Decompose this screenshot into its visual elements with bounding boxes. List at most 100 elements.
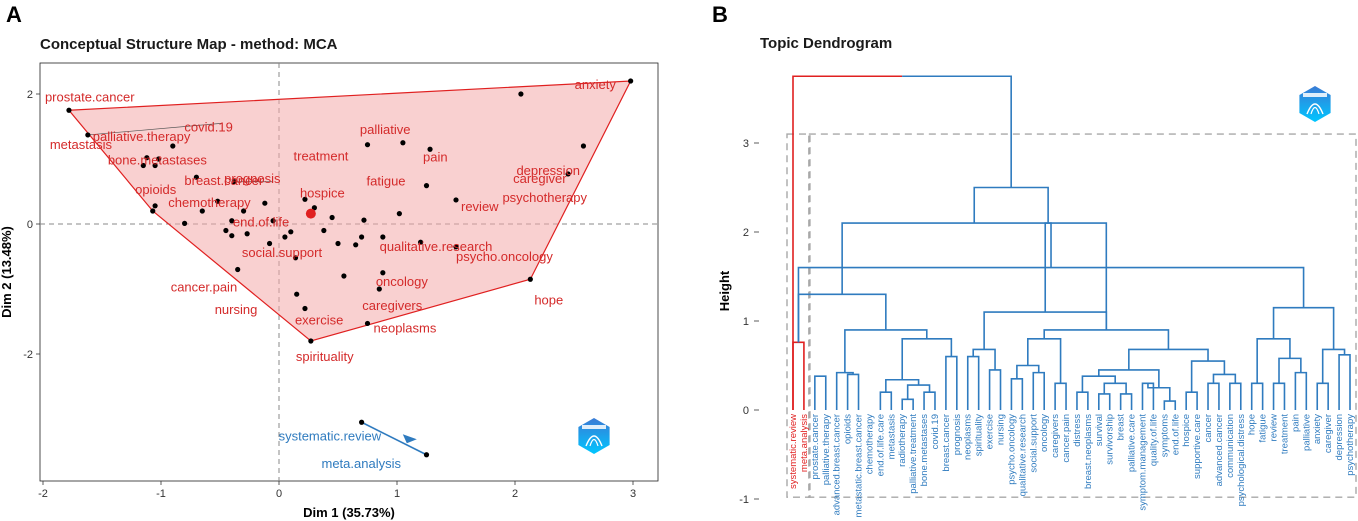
dendrogram-leaf-label: caregivers bbox=[1050, 414, 1061, 458]
cluster-centroid-1 bbox=[305, 208, 316, 219]
mca-label: breast.cancer bbox=[184, 173, 263, 188]
mca-point bbox=[229, 233, 235, 239]
mca-point bbox=[628, 78, 634, 84]
dendrogram-leaf-label: survivorship bbox=[1105, 414, 1116, 465]
dendrogram-link bbox=[1098, 369, 1160, 388]
logo-arc-inner bbox=[589, 438, 599, 447]
mca-point bbox=[294, 291, 300, 297]
mca-x-tick-label: 3 bbox=[630, 488, 636, 500]
mca-label: psychotherapy bbox=[502, 190, 587, 205]
dendrogram-leaf-label: spirituality bbox=[974, 414, 985, 456]
mca-label: review bbox=[461, 199, 499, 214]
dendrogram-leaf-label: palliative.therapy bbox=[821, 414, 832, 486]
mca-label: social.support bbox=[242, 245, 323, 260]
mca-y-tick-label: -2 bbox=[23, 349, 33, 361]
cluster-cut-box bbox=[786, 133, 811, 498]
mca-point bbox=[380, 270, 386, 276]
dendrogram-leaf-label: neoplasms bbox=[963, 414, 974, 460]
dendrogram-link bbox=[1229, 382, 1242, 410]
mca-point bbox=[140, 162, 146, 169]
dendrogram-leaf-label: qualitative.research bbox=[1017, 414, 1028, 496]
dendrogram-link bbox=[901, 398, 914, 410]
dendrogram-link bbox=[1054, 382, 1067, 410]
mca-point bbox=[223, 227, 229, 234]
logo-arc bbox=[585, 435, 603, 447]
dendrogram-leaf-label: supportive.care bbox=[1192, 414, 1203, 479]
dendrogram-link bbox=[835, 371, 854, 410]
dendrogram-leaf-label: systematic.review bbox=[788, 414, 799, 489]
mca-point bbox=[335, 240, 341, 247]
mca-label: meta.analysis bbox=[322, 456, 402, 471]
dendrogram-leaf-label: end.of.life bbox=[1170, 414, 1181, 455]
dendrogram-link bbox=[1119, 393, 1133, 410]
dendrogram-leaf-label: anxiety bbox=[1312, 414, 1323, 444]
dendrogram-link bbox=[844, 329, 928, 373]
mca-plot-area: prostate.cancer palliative.therapycovid.1… bbox=[23, 62, 659, 500]
mca-label: spirituality bbox=[296, 349, 354, 364]
dendrogram-plot-area: -1 0 1 2 3 systematic.review meta.analysis pros… bbox=[739, 75, 1357, 518]
mca-title: Conceptual Structure Map - method: MCA bbox=[40, 36, 338, 53]
mca-point bbox=[400, 140, 406, 146]
mca-label: bone.metastases bbox=[108, 153, 208, 168]
mca-point bbox=[152, 203, 158, 209]
dendrogram-y-axis-title: Height bbox=[717, 270, 732, 311]
mca-label: anxiety bbox=[575, 77, 617, 92]
dendrogram-leaf-label: opioids bbox=[843, 414, 854, 444]
dendrogram-leaf-label: breast.neoplasms bbox=[1083, 414, 1094, 489]
mca-point bbox=[152, 162, 158, 169]
mca-point bbox=[229, 218, 235, 224]
dendrogram-leaf-label: depression bbox=[1334, 414, 1345, 460]
dendrogram-link bbox=[973, 186, 1049, 224]
cluster-hull-1 bbox=[67, 80, 632, 342]
logo-banner bbox=[582, 425, 606, 429]
mca-point bbox=[321, 227, 327, 234]
dendrogram-link bbox=[1256, 337, 1291, 384]
dendrogram-y-tick-label: 2 bbox=[743, 227, 749, 239]
mca-point bbox=[292, 255, 299, 261]
mca-point bbox=[453, 197, 459, 203]
dendrogram-leaf-label: prognosis bbox=[952, 414, 963, 455]
dendrogram-leaf-label: exercise bbox=[985, 414, 996, 449]
dendrogram-leaf-label: survival bbox=[1094, 414, 1105, 446]
dendrogram-leaf-label: metastasis bbox=[886, 414, 897, 460]
logo-banner bbox=[1303, 93, 1327, 97]
dendrogram-leaf-label: communication bbox=[1225, 414, 1236, 478]
mca-point bbox=[270, 218, 276, 224]
dendrogram-link bbox=[1294, 371, 1308, 410]
mca-x-tick-label: 2 bbox=[512, 488, 518, 500]
mca-label: exercise bbox=[295, 313, 343, 328]
dendrogram-leaf-label: advanced.cancer bbox=[1214, 414, 1225, 486]
mca-label: hope bbox=[534, 292, 563, 307]
dendrogram-leaf-label: review bbox=[1269, 414, 1280, 442]
dendrogram-link bbox=[841, 222, 1108, 330]
dendrogram-link bbox=[1278, 357, 1302, 384]
logo-arc-inner bbox=[1310, 106, 1320, 115]
dendrogram-link bbox=[983, 311, 1108, 350]
mca-point bbox=[235, 266, 241, 273]
mca-point bbox=[150, 208, 156, 214]
mca-label: fatigue bbox=[367, 174, 406, 189]
dendrogram-leaf-label: hope bbox=[1247, 414, 1258, 435]
mca-label: covid.19 bbox=[184, 119, 232, 134]
mca-x-tick-label: -2 bbox=[38, 488, 48, 500]
label-leader-line bbox=[87, 122, 223, 136]
cluster-centroid-2 bbox=[402, 434, 417, 444]
mca-label: depression bbox=[516, 163, 580, 178]
dendrogram-link bbox=[1103, 382, 1127, 394]
mca-point bbox=[423, 183, 430, 189]
mca-label: opioids bbox=[135, 182, 177, 197]
mca-point bbox=[311, 205, 317, 211]
mca-label: pain bbox=[423, 149, 448, 164]
mca-x-tick-label: -1 bbox=[156, 488, 166, 500]
dendrogram-link bbox=[814, 375, 827, 410]
dendrogram-link bbox=[1207, 382, 1220, 410]
dendrogram-link bbox=[1076, 391, 1089, 410]
dendrogram-link bbox=[1272, 306, 1335, 350]
mca-label: chemotherapy bbox=[168, 195, 251, 210]
mca-point bbox=[66, 107, 72, 113]
mca-point bbox=[361, 217, 367, 223]
mca-label: psycho.oncology bbox=[456, 249, 553, 264]
mca-point bbox=[244, 231, 250, 237]
mca-point bbox=[266, 240, 273, 247]
